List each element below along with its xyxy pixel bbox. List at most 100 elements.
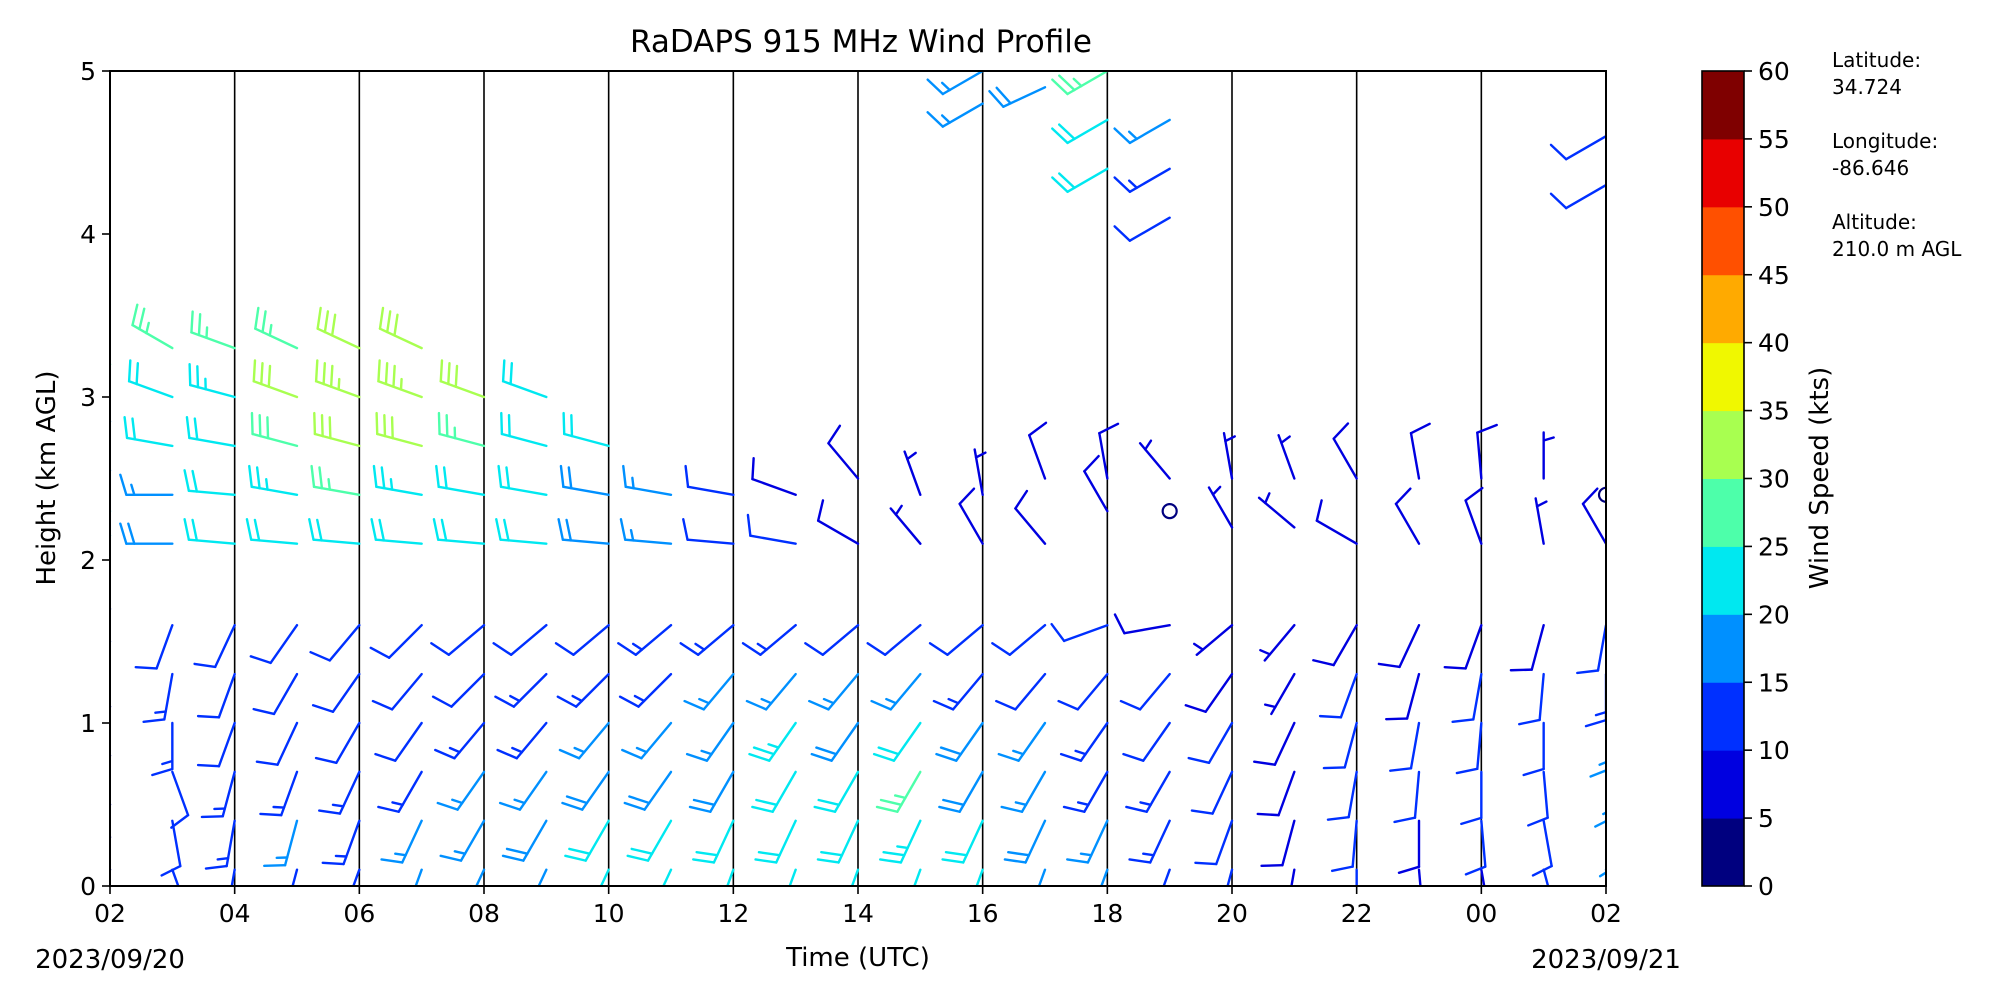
wind-barb: [872, 721, 922, 762]
x-tick-label: 16: [967, 899, 999, 928]
wind-barb: [1059, 721, 1109, 762]
colorbar-segment: [1702, 410, 1744, 479]
wind-barb: [557, 518, 610, 545]
colorbar-segment: [1702, 138, 1744, 208]
colorbar-tick-label: 5: [1758, 804, 1774, 833]
wind-barb: [926, 71, 984, 96]
wind-barb: [816, 499, 860, 545]
wind-barb: [564, 819, 610, 862]
station-info-label: Altitude:: [1832, 210, 1917, 234]
wind-barb: [827, 424, 860, 480]
wind-barb: [1257, 492, 1296, 529]
wind-barb: [1312, 624, 1358, 667]
wind-barb: [1066, 819, 1109, 864]
wind-barb: [196, 672, 236, 719]
wind-barb: [1464, 486, 1484, 545]
wind-barb: [1290, 868, 1296, 886]
wind-barb: [190, 310, 236, 350]
end-date-label: 2023/09/21: [1531, 945, 1681, 975]
wind-barb: [1451, 672, 1483, 724]
wind-barb: [500, 411, 548, 448]
wind-barb: [1318, 672, 1358, 719]
wind-barb: [250, 411, 299, 448]
colorbar-tick-label: 40: [1758, 329, 1790, 358]
wind-barb: [622, 464, 673, 496]
wind-barb: [259, 770, 299, 817]
wind-barb: [1322, 721, 1358, 770]
wind-barb: [501, 359, 548, 399]
wind-barb: [1263, 672, 1296, 716]
wind-barb: [1331, 819, 1358, 873]
wind-barb: [623, 770, 673, 811]
wind-barb: [185, 415, 236, 448]
wind-barb: [1113, 167, 1171, 194]
wind-barb: [377, 770, 423, 813]
wind-barb: [314, 721, 361, 765]
colorbar-segment: [1702, 274, 1744, 344]
wind-barb: [1253, 721, 1296, 766]
wind-barb: [621, 721, 673, 760]
wind-barb: [1464, 819, 1487, 876]
x-tick-label: 22: [1341, 899, 1373, 928]
wind-barb: [183, 518, 236, 545]
wind-barb: [171, 868, 180, 886]
wind-barb: [866, 624, 922, 656]
wind-barb: [1051, 118, 1109, 145]
station-info-value: 34.724: [1832, 75, 1902, 99]
wind-barb: [682, 518, 735, 545]
y-axis-label: Height (km AGL): [32, 370, 62, 585]
wind-barb: [619, 518, 673, 545]
wind-barb: [745, 672, 797, 711]
wind-barb: [556, 672, 610, 708]
x-axis-label: Time (UTC): [785, 943, 930, 973]
wind-barb: [879, 819, 922, 864]
wind-barb: [1480, 868, 1486, 886]
wind-barb: [318, 770, 361, 815]
wind-barb: [1014, 489, 1047, 545]
x-axis-ticks: 02 04 06 08 10 12 14 16 18 20 22 00 02: [94, 886, 1622, 928]
wind-barb: [688, 770, 735, 813]
wind-barbs-layer: [110, 71, 1606, 886]
wind-barb: [309, 624, 361, 662]
wind-barb: [926, 102, 984, 128]
wind-barb: [1187, 721, 1234, 765]
wind-barb: [127, 359, 174, 399]
wind-barb: [1455, 721, 1483, 775]
x-tick-label: 10: [593, 899, 625, 928]
wind-barb: [254, 306, 299, 350]
x-tick-label: 04: [219, 899, 251, 928]
wind-barb: [497, 464, 548, 496]
colorbar-tick-label: 0: [1758, 872, 1774, 901]
wind-barb: [1000, 770, 1047, 813]
wind-barb: [1549, 134, 1606, 161]
colorbar-tick-label: 25: [1758, 532, 1790, 561]
wind-barb: [492, 624, 548, 656]
wind-barb: [1534, 497, 1548, 545]
wind-barb: [308, 518, 361, 545]
colorbar-segment: [1702, 71, 1744, 140]
wind-barb: [1315, 499, 1358, 545]
wind-barb: [496, 721, 548, 760]
wind-barb: [903, 450, 922, 496]
chart-title: RaDAPS 915 MHz Wind Profile: [630, 24, 1092, 60]
wind-barb: [1259, 624, 1296, 662]
wind-barb: [200, 770, 236, 819]
wind-barb: [562, 411, 610, 448]
wind-barb: [430, 624, 486, 656]
wind-barb: [1062, 770, 1109, 813]
wind-barb: [249, 624, 299, 665]
wind-barb: [975, 868, 984, 886]
wind-barb: [119, 473, 174, 496]
colorbar-segment: [1702, 818, 1744, 887]
wind-barb: [850, 868, 860, 886]
colorbar-tick-label: 60: [1758, 57, 1790, 86]
wind-barb: [1377, 624, 1421, 669]
wind-barb: [1332, 422, 1358, 480]
wind-barb: [316, 306, 361, 350]
wind-barb: [1277, 434, 1296, 480]
wind-barb: [1051, 71, 1109, 96]
wind-barb: [748, 721, 797, 762]
wind-barb: [1393, 770, 1421, 824]
wind-barb: [938, 770, 984, 813]
wind-barb: [372, 464, 423, 496]
